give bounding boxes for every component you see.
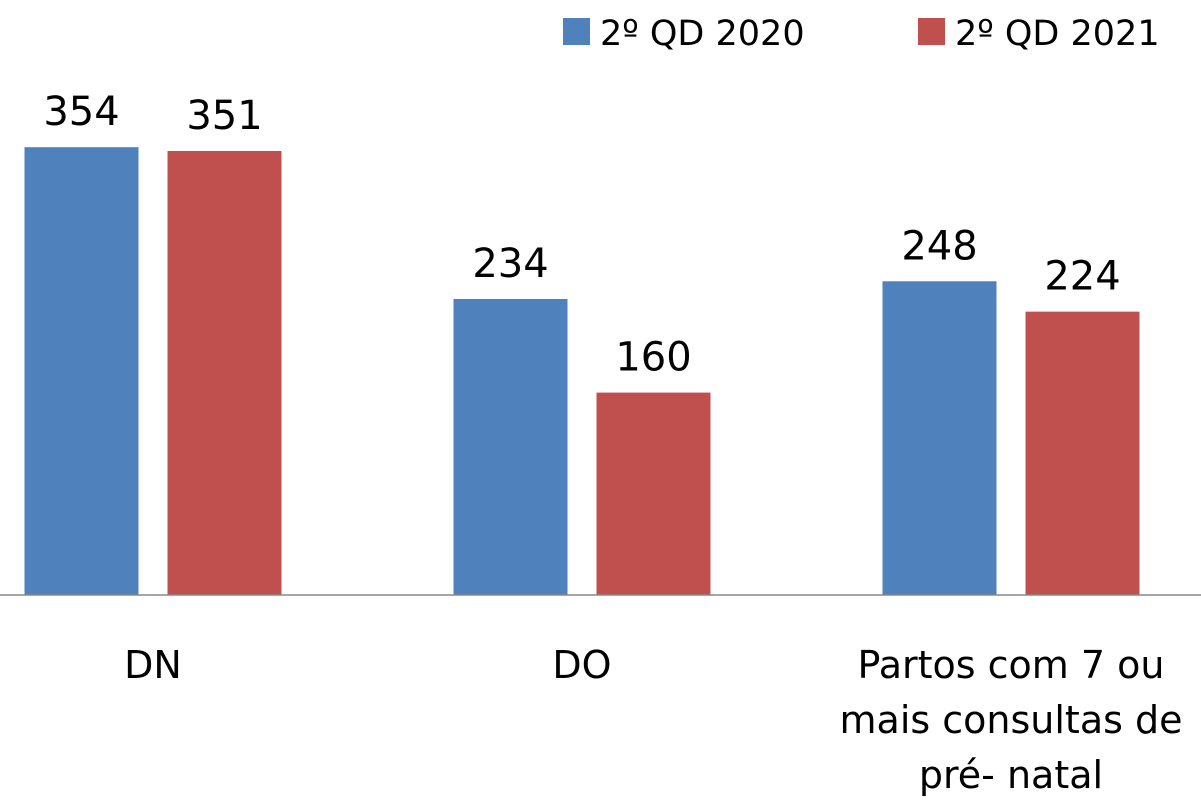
x-tick-label: Partos com 7 ou mais consultas de pré- n… <box>839 643 1183 797</box>
legend-swatch <box>918 18 945 45</box>
bar <box>24 147 139 595</box>
bar <box>167 150 282 596</box>
bar <box>596 392 711 595</box>
data-label: 234 <box>472 241 548 287</box>
data-label: 354 <box>43 89 119 135</box>
bar <box>882 281 997 595</box>
data-label: 248 <box>901 223 977 269</box>
legend-label: 2º QD 2021 <box>955 14 1160 54</box>
data-label: 160 <box>615 335 691 381</box>
legend-label: 2º QD 2020 <box>600 14 805 54</box>
bar <box>453 298 568 595</box>
legend-swatch <box>563 18 590 45</box>
data-label: 351 <box>186 93 262 139</box>
data-label: 224 <box>1044 254 1120 300</box>
x-tick-label: DN <box>124 643 182 687</box>
x-tick-label: DO <box>552 643 612 687</box>
bar <box>1025 311 1140 595</box>
